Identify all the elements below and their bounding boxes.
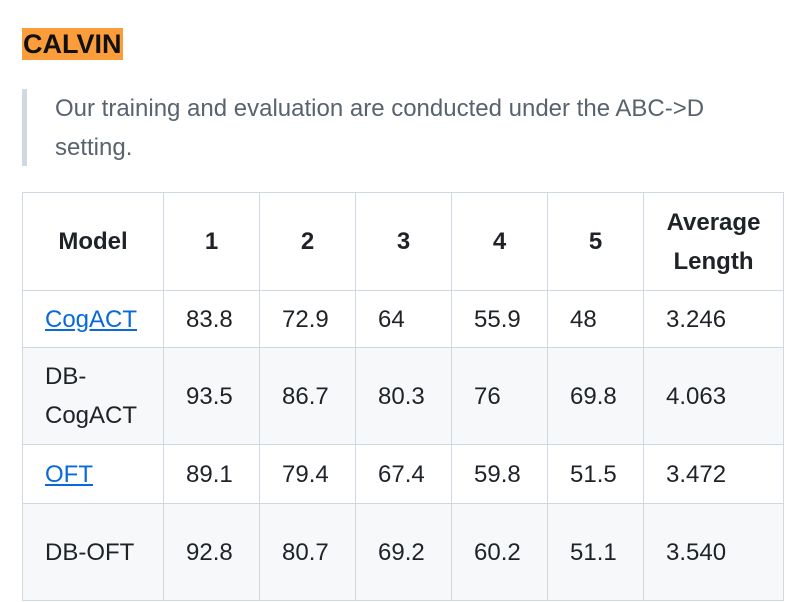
blockquote-text: Our training and evaluation are conducte…	[55, 95, 705, 161]
cell-score: 79.4	[259, 444, 356, 504]
cell-average-length: 4.063	[643, 347, 784, 445]
model-name-part: CogACT	[45, 402, 138, 429]
cell-score: 64	[355, 290, 452, 348]
table-row: OFT 89.1 79.4 67.4 59.8 51.5 3.472	[22, 444, 784, 504]
header-3: 3	[355, 192, 452, 291]
table-row: DB- CogACT 93.5 86.7 80.3 76 69.8 4.063	[22, 347, 784, 445]
cell-score: 60.2	[451, 503, 548, 601]
header-5: 5	[547, 192, 644, 291]
cell-score: 83.8	[163, 290, 260, 348]
cell-model: DB-OFT	[22, 503, 164, 601]
results-table: Model 1 2 3 4 5 Average Length CogACT 83.…	[22, 192, 784, 601]
heading-highlight: CALVIN	[22, 28, 123, 60]
cell-score: 89.1	[163, 444, 260, 504]
cell-score: 55.9	[451, 290, 548, 348]
header-average-length: Average Length	[643, 192, 784, 291]
cell-score: 59.8	[451, 444, 548, 504]
blockquote: Our training and evaluation are conducte…	[22, 89, 782, 166]
header-4: 4	[451, 192, 548, 291]
cell-score: 76	[451, 347, 548, 445]
cell-model[interactable]: OFT	[22, 444, 164, 504]
table-header-row: Model 1 2 3 4 5 Average Length	[22, 192, 784, 291]
cell-average-length: 3.246	[643, 290, 784, 348]
cell-score: 69.8	[547, 347, 644, 445]
cell-score: 67.4	[355, 444, 452, 504]
table-row: CogACT 83.8 72.9 64 55.9 48 3.246	[22, 290, 784, 348]
cell-score: 80.7	[259, 503, 356, 601]
cell-score: 72.9	[259, 290, 356, 348]
model-link[interactable]: CogACT	[45, 305, 138, 333]
section-heading: CALVIN	[22, 26, 123, 62]
cell-score: 80.3	[355, 347, 452, 445]
cell-score: 86.7	[259, 347, 356, 445]
cell-average-length: 3.540	[643, 503, 784, 601]
cell-score: 51.5	[547, 444, 644, 504]
cell-average-length: 3.472	[643, 444, 784, 504]
cell-score: 51.1	[547, 503, 644, 601]
header-average-length-label: Average Length	[666, 208, 761, 275]
cell-score: 93.5	[163, 347, 260, 445]
model-name: DB- CogACT	[45, 357, 141, 435]
model-link[interactable]: OFT	[45, 460, 93, 488]
cell-model[interactable]: CogACT	[22, 290, 164, 348]
cell-model: DB- CogACT	[22, 347, 164, 445]
table-row: DB-OFT 92.8 80.7 69.2 60.2 51.1 3.540	[22, 503, 784, 601]
header-1: 1	[163, 192, 260, 291]
header-model: Model	[22, 192, 164, 291]
table-body: CogACT 83.8 72.9 64 55.9 48 3.246 DB- CogACT 93.5…	[22, 290, 784, 601]
model-name-part: DB-	[45, 363, 87, 390]
cell-score: 69.2	[355, 503, 452, 601]
model-name: DB-OFT	[45, 538, 135, 566]
header-2: 2	[259, 192, 356, 291]
cell-score: 92.8	[163, 503, 260, 601]
cell-score: 48	[547, 290, 644, 348]
